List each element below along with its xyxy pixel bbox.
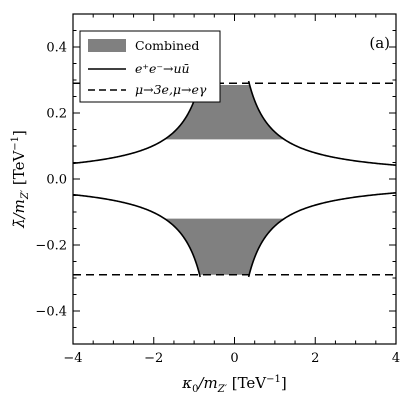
combined-region-upper bbox=[164, 84, 285, 140]
x-tick-label: 4 bbox=[392, 351, 400, 366]
x-tick-label: −4 bbox=[63, 351, 82, 366]
legend: Combined e⁺e⁻→uū μ→3e,μ→eγ bbox=[79, 30, 221, 103]
combined-region-lower bbox=[164, 218, 285, 275]
y-axis-title-unit: [TeV bbox=[10, 150, 28, 190]
panel-label: (a) bbox=[369, 34, 390, 52]
y-axis-title-exp: −1 bbox=[10, 136, 21, 151]
x-axis-title-sub0: 0 bbox=[192, 384, 198, 395]
x-axis-title-close: ] bbox=[281, 374, 287, 392]
legend-label-eeuu: e⁺e⁻→uū bbox=[135, 61, 190, 76]
x-axis-title-mid: /m bbox=[196, 374, 217, 392]
x-tick-label: 0 bbox=[230, 351, 238, 366]
eeuu-curve-branch-2 bbox=[73, 80, 201, 165]
legend-label-combined: Combined bbox=[135, 38, 199, 53]
x-axis-title-subz: Z′ bbox=[217, 384, 228, 395]
eeuu-curve-branch-3 bbox=[247, 192, 396, 278]
y-axis-title-close: ] bbox=[10, 130, 28, 136]
y-axis-title-subz: Z′ bbox=[20, 189, 31, 200]
legend-swatch-combined bbox=[88, 39, 126, 52]
x-tick-label: −2 bbox=[144, 351, 163, 366]
legend-label-mu3e: μ→3e,μ→eγ bbox=[135, 82, 207, 97]
y-axis-title-symbol: λ̄ bbox=[10, 218, 28, 229]
y-tick-label: 0.2 bbox=[46, 107, 67, 122]
x-tick-label: 2 bbox=[311, 351, 319, 366]
y-axis-title: λ̄/mZ′ [TeV−1] bbox=[10, 130, 31, 229]
y-axis-title-mid: /m bbox=[10, 199, 28, 220]
tick-labels: −4 −2 0 2 4 −0.4 −0.2 0.0 0.2 0.4 bbox=[35, 41, 400, 367]
x-axis-title-exp: −1 bbox=[266, 374, 281, 385]
y-tick-label: 0.4 bbox=[46, 41, 67, 56]
x-axis-title-symbol: κ bbox=[181, 374, 192, 392]
y-tick-label: 0.0 bbox=[46, 173, 67, 188]
eeuu-curve-branch-4 bbox=[73, 193, 201, 278]
eeuu-curve-branch-1 bbox=[247, 80, 396, 166]
plot-frame bbox=[72, 13, 397, 345]
y-tick-label: −0.4 bbox=[35, 305, 67, 320]
combined-regions bbox=[164, 84, 285, 275]
y-tick-label: −0.2 bbox=[35, 239, 67, 254]
x-axis-title-unit: [TeV bbox=[227, 374, 267, 392]
x-axis-title: κ0/mZ′ [TeV−1] bbox=[181, 374, 287, 395]
